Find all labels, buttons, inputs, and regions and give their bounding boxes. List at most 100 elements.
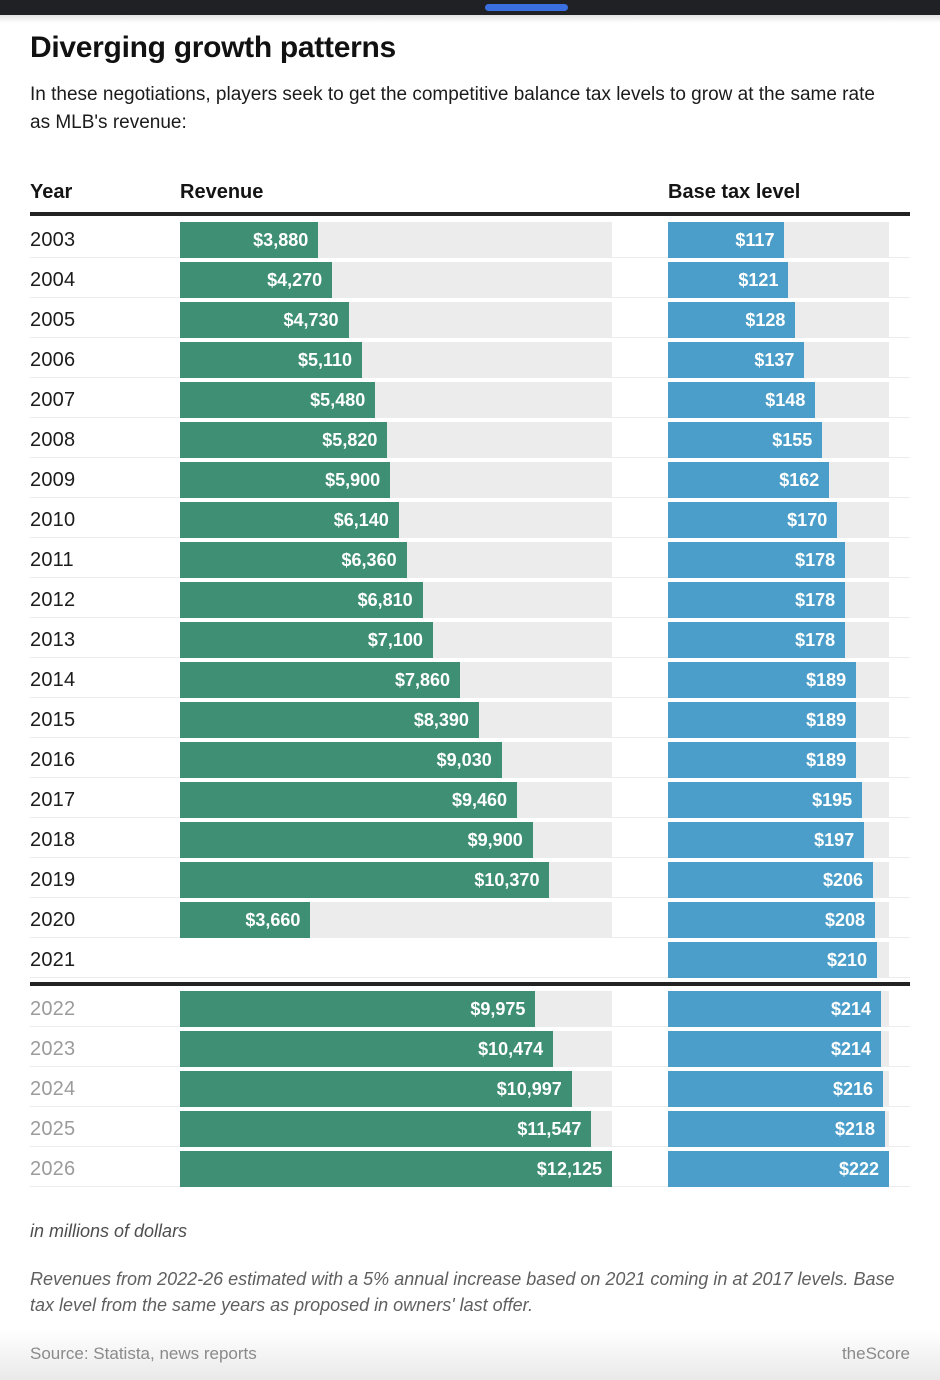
- revenue-bar: $11,547: [180, 1111, 592, 1147]
- year-label: 2009: [30, 468, 76, 491]
- tax-bar: $178: [668, 542, 846, 578]
- revenue-track: [180, 942, 612, 978]
- tax-bar: $128: [668, 302, 796, 338]
- revenue-track: $10,474: [180, 1031, 612, 1067]
- year-label: 2004: [30, 268, 76, 291]
- tax-track: $137: [668, 342, 889, 378]
- revenue-bar: $10,370: [180, 862, 550, 898]
- chart-row: 2014 $7,860 $189: [30, 662, 910, 698]
- year-label: 2011: [30, 548, 74, 571]
- loading-progress-pill: [485, 4, 568, 11]
- top-bar: [0, 0, 940, 15]
- revenue-track: $6,140: [180, 502, 612, 538]
- tax-track: $189: [668, 662, 889, 698]
- year-label: 2025: [30, 1117, 76, 1140]
- year-label: 2008: [30, 428, 76, 451]
- tax-bar: $214: [668, 991, 882, 1027]
- revenue-bar: $4,270: [180, 262, 333, 298]
- tax-track: $208: [668, 902, 889, 938]
- tax-bar: $162: [668, 462, 830, 498]
- header-rule: [30, 212, 910, 216]
- tax-track: $189: [668, 702, 889, 738]
- year-label: 2021: [30, 948, 76, 971]
- infographic: Diverging growth patterns In these negot…: [0, 31, 940, 1380]
- revenue-track: $6,360: [180, 542, 612, 578]
- tax-track: $222: [668, 1151, 889, 1187]
- tax-bar: $222: [668, 1151, 889, 1187]
- tax-bar: $197: [668, 822, 865, 858]
- revenue-bar: $12,125: [180, 1151, 612, 1187]
- revenue-track: $8,390: [180, 702, 612, 738]
- tax-bar: $189: [668, 662, 857, 698]
- chart-row: 2008 $5,820 $155: [30, 422, 910, 458]
- chart-row: 2012 $6,810 $178: [30, 582, 910, 618]
- methodology-footnote: Revenues from 2022-26 estimated with a 5…: [30, 1269, 895, 1315]
- chart-row: 2024 $10,997 $216: [30, 1071, 910, 1107]
- revenue-track: $5,480: [180, 382, 612, 418]
- tax-bar: $195: [668, 782, 863, 818]
- brand-credit: theScore: [841, 1344, 910, 1363]
- year-label: 2014: [30, 668, 76, 691]
- tax-track: $197: [668, 822, 889, 858]
- chart-row: 2007 $5,480 $148: [30, 382, 910, 418]
- revenue-bar: $7,100: [180, 622, 433, 658]
- tax-track: $155: [668, 422, 889, 458]
- projection-divider: [30, 982, 910, 986]
- year-label: 2015: [30, 708, 76, 731]
- revenue-bar: $9,900: [180, 822, 533, 858]
- year-label: 2016: [30, 748, 76, 771]
- tax-bar: $117: [668, 222, 785, 258]
- tax-track: $218: [668, 1111, 889, 1147]
- tax-track: $178: [668, 622, 889, 658]
- tax-bar: $121: [668, 262, 789, 298]
- tax-track: $170: [668, 502, 889, 538]
- year-label: 2012: [30, 588, 76, 611]
- tax-bar: $148: [668, 382, 816, 418]
- year-label: 2005: [30, 308, 76, 331]
- chart-row: 2004 $4,270 $121: [30, 262, 910, 298]
- revenue-track: $3,880: [180, 222, 612, 258]
- tax-track: $117: [668, 222, 889, 258]
- column-headers: Year Revenue Base tax level: [30, 181, 910, 204]
- column-header-revenue: Revenue: [180, 181, 264, 203]
- revenue-bar: $5,820: [180, 422, 388, 458]
- revenue-bar: $5,480: [180, 382, 376, 418]
- chart-row: 2019 $10,370 $206: [30, 862, 910, 898]
- revenue-track: $4,730: [180, 302, 612, 338]
- year-label: 2020: [30, 908, 76, 931]
- chart-row: 2020 $3,660 $208: [30, 902, 910, 938]
- revenue-track: $6,810: [180, 582, 612, 618]
- year-label: 2022: [30, 997, 76, 1020]
- tax-bar: $210: [668, 942, 878, 978]
- revenue-bar: $8,390: [180, 702, 479, 738]
- chart-row: 2023 $10,474 $214: [30, 1031, 910, 1067]
- tax-bar: $189: [668, 742, 857, 778]
- chart-row: 2018 $9,900 $197: [30, 822, 910, 858]
- revenue-bar: $7,860: [180, 662, 461, 698]
- revenue-bar: $4,730: [180, 302, 349, 338]
- chart-row: 2011 $6,360 $178: [30, 542, 910, 578]
- revenue-track: $12,125: [180, 1151, 612, 1187]
- tax-bar: $178: [668, 582, 846, 618]
- tax-track: $121: [668, 262, 889, 298]
- chart-row: 2021 $210: [30, 942, 910, 978]
- tax-track: $214: [668, 991, 889, 1027]
- year-label: 2007: [30, 388, 76, 411]
- year-label: 2013: [30, 628, 76, 651]
- revenue-track: $9,460: [180, 782, 612, 818]
- tax-bar: $155: [668, 422, 823, 458]
- year-label: 2018: [30, 828, 76, 851]
- revenue-track: $4,270: [180, 262, 612, 298]
- revenue-track: $5,110: [180, 342, 612, 378]
- chart-row: 2022 $9,975 $214: [30, 991, 910, 1027]
- unit-footnote: in millions of dollars: [30, 1221, 188, 1241]
- year-label: 2023: [30, 1037, 76, 1060]
- tax-track: $206: [668, 862, 889, 898]
- chart-subtitle: In these negotiations, players seek to g…: [30, 84, 875, 133]
- revenue-bar: $6,140: [180, 502, 399, 538]
- chart-row: 2006 $5,110 $137: [30, 342, 910, 378]
- revenue-bar: $3,660: [180, 902, 311, 938]
- source-strip: Source: Statista, news reports theScore: [0, 1330, 940, 1380]
- tax-bar: $208: [668, 902, 876, 938]
- tax-track: $189: [668, 742, 889, 778]
